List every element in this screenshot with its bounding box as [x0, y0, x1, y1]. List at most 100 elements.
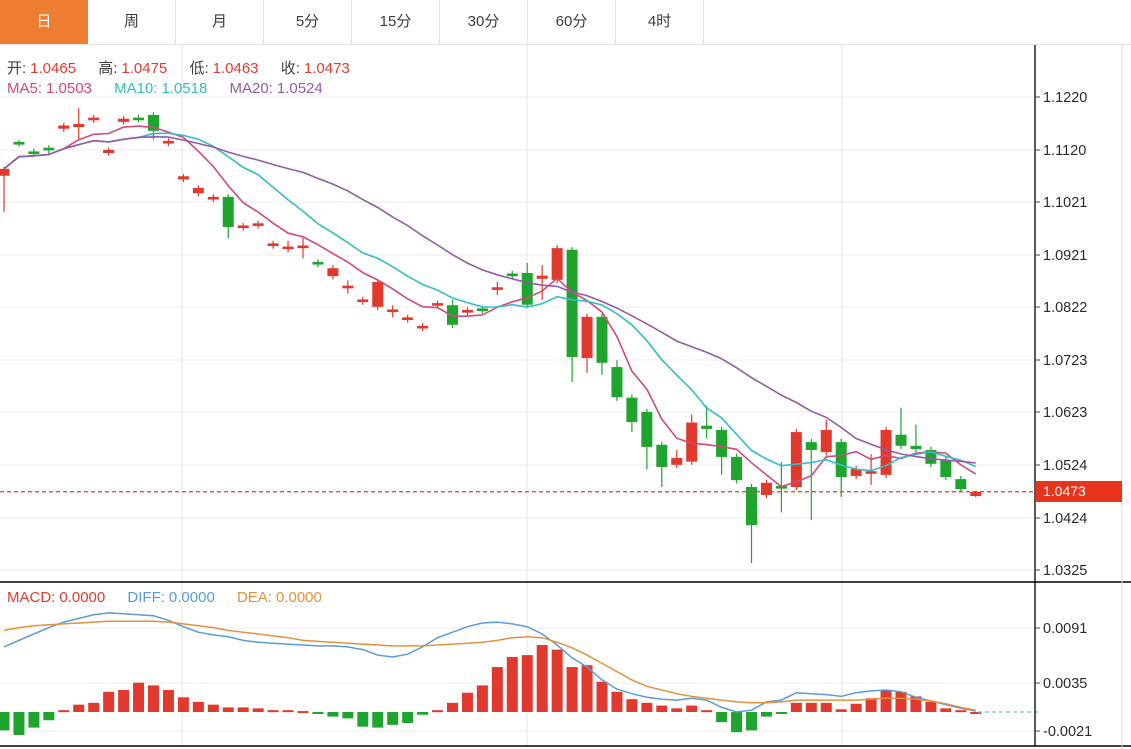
- candle-body: [297, 245, 309, 249]
- high-value: 1.0475: [121, 60, 168, 77]
- macd-bar: [521, 655, 533, 712]
- macd-bar: [118, 689, 130, 712]
- macd-bar: [43, 712, 55, 721]
- dea-line: [3, 620, 976, 711]
- macd-bar: [581, 665, 593, 712]
- macd-bar: [13, 712, 25, 735]
- ma5-line: [3, 125, 977, 488]
- candle-body: [372, 281, 384, 307]
- axis-tick-label: 1.0424: [1043, 511, 1087, 527]
- tab-period-4[interactable]: 5分: [264, 0, 352, 44]
- axis-tick-label: 1.0723: [1043, 353, 1087, 369]
- candle-body: [461, 309, 473, 313]
- open-value: 1.0465: [30, 60, 77, 77]
- candle-body: [387, 309, 399, 313]
- tab-period-6[interactable]: 30分: [440, 0, 528, 44]
- macd-bar: [835, 709, 847, 712]
- macd-bar: [626, 699, 638, 712]
- macd-bar: [731, 712, 743, 733]
- macd-bar: [880, 689, 892, 712]
- macd-bar: [491, 667, 503, 712]
- candle-body: [551, 248, 563, 280]
- macd-bar: [237, 707, 249, 712]
- current-price-badge: 1.0473: [1036, 481, 1122, 502]
- axis-tick-label: 1.0921: [1043, 248, 1087, 264]
- candle-body: [222, 196, 234, 228]
- candle-body: [177, 176, 189, 180]
- axis-tick-label: -0.0021: [1043, 724, 1092, 740]
- macd-bar: [895, 691, 907, 712]
- candle-body: [0, 168, 10, 176]
- macd-bar: [402, 712, 414, 724]
- candle-body: [701, 425, 713, 429]
- candle-body: [103, 149, 115, 154]
- macd-bar: [58, 710, 70, 713]
- axis-tick-label: 0.0035: [1043, 676, 1087, 692]
- macd-bar: [28, 712, 40, 728]
- macd-bar: [133, 682, 145, 712]
- macd-bar: [686, 705, 698, 712]
- candle-body: [88, 117, 100, 121]
- candle-body: [820, 429, 832, 453]
- macd-bar: [910, 696, 922, 712]
- candle-body: [252, 223, 264, 226]
- macd-bar: [148, 685, 159, 712]
- axis-tick-label: 1.1120: [1043, 143, 1086, 159]
- candle-body: [133, 117, 145, 121]
- macd-bar: [671, 708, 683, 712]
- candle-body: [566, 249, 578, 358]
- macd-bar: [342, 712, 354, 719]
- candle-body: [925, 450, 937, 464]
- macd-bar: [282, 710, 294, 713]
- macd-bar: [790, 702, 802, 712]
- macd-bar: [596, 681, 608, 712]
- macd-bar: [357, 712, 369, 727]
- tab-period-3[interactable]: 月: [176, 0, 264, 44]
- tab-period-7[interactable]: 60分: [528, 0, 616, 44]
- candle-body: [641, 411, 653, 447]
- macd-bar: [432, 710, 444, 713]
- macd-bar: [103, 691, 115, 712]
- axis-tick-label: 1.1220: [1043, 90, 1087, 106]
- tab-period-8[interactable]: 4时: [616, 0, 704, 44]
- macd-bar: [372, 712, 384, 728]
- axis-tick-label: 1.0524: [1043, 458, 1087, 474]
- macd-bar: [0, 712, 10, 731]
- ma-legend: MA5: 1.0503 MA10: 1.0518 MA20: 1.0524: [7, 80, 341, 97]
- candle-body: [581, 316, 593, 359]
- macd-bar: [775, 712, 787, 714]
- candle-body: [13, 141, 25, 145]
- candle-body: [506, 273, 518, 277]
- dea-readout: DEA: 0.0000: [236, 589, 322, 606]
- tab-period-2[interactable]: 周: [88, 0, 176, 44]
- candle-body: [536, 275, 548, 279]
- macd-bar: [970, 712, 982, 714]
- macd-bar: [656, 705, 668, 712]
- candle-body: [970, 491, 982, 497]
- macd-bar: [805, 702, 817, 712]
- macd-bar: [88, 702, 100, 712]
- candle-body: [940, 460, 952, 477]
- macd-bar: [447, 702, 458, 712]
- candle-body: [716, 429, 728, 457]
- macd-bar: [820, 702, 832, 712]
- macd-bar: [536, 645, 548, 712]
- macd-bar: [641, 702, 653, 712]
- candle-body: [910, 445, 922, 449]
- tab-period-5[interactable]: 15分: [352, 0, 440, 44]
- macd-bar: [222, 707, 234, 712]
- candle-body: [148, 114, 159, 131]
- candle-body: [521, 272, 533, 305]
- macd-bar: [297, 711, 309, 714]
- candle-body: [417, 325, 429, 329]
- macd-bar: [850, 703, 862, 712]
- macd-bar: [940, 708, 952, 712]
- axis-tick-label: 1.0325: [1043, 563, 1087, 579]
- ohlc-legend: 开: 1.0465 高: 1.0475 低: 1.0463 收: 1.0473: [7, 57, 368, 78]
- tab-period-1[interactable]: 日: [0, 0, 88, 44]
- ma10-line: [3, 132, 977, 472]
- candle-body: [162, 140, 174, 144]
- macd-bar: [476, 685, 488, 712]
